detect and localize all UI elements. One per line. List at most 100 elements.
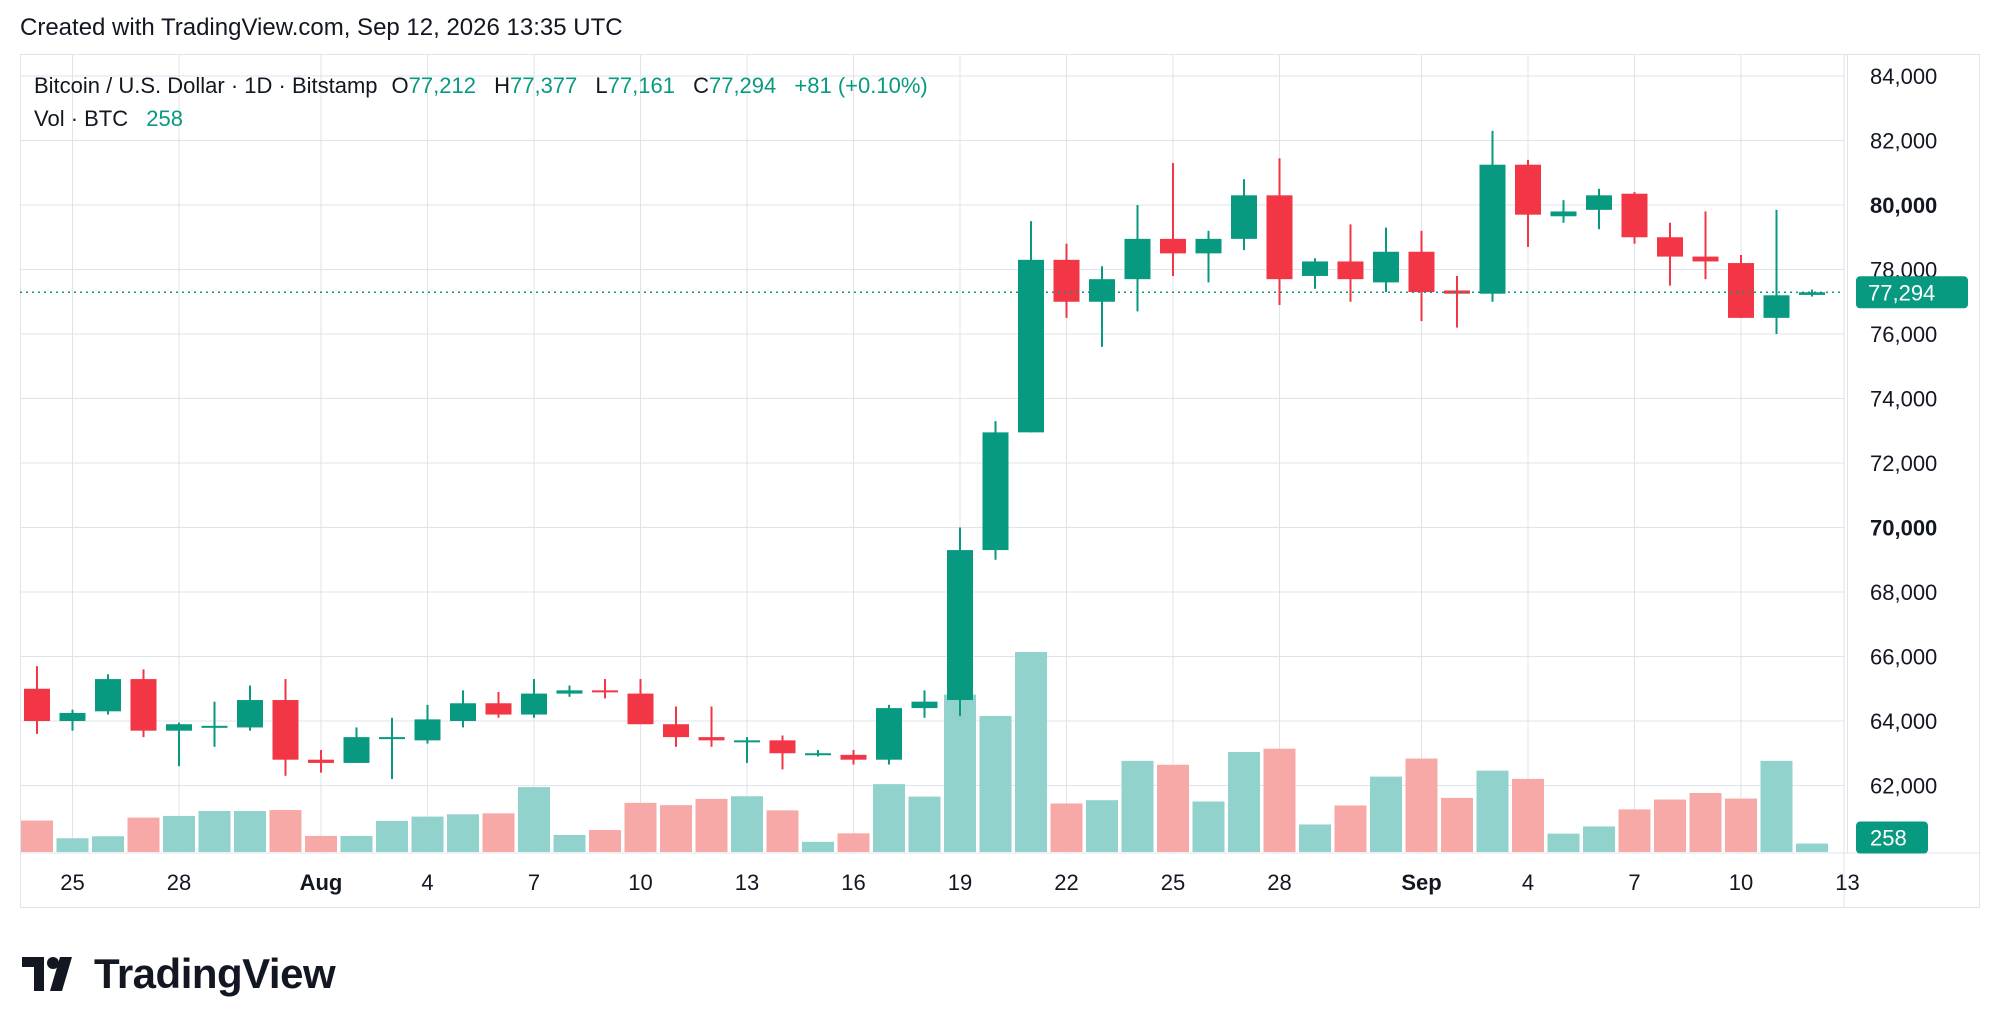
candle[interactable]	[1550, 200, 1577, 223]
candle[interactable]	[1018, 221, 1044, 433]
candle[interactable]	[1160, 163, 1186, 276]
candle[interactable]	[1799, 289, 1825, 297]
volume-bar	[837, 833, 870, 852]
close-value: 77,294	[708, 73, 777, 98]
y-tick-label: 70,000	[1870, 516, 1937, 541]
candle[interactable]	[201, 701, 228, 747]
volume-bar	[1228, 752, 1260, 852]
candle[interactable]	[1124, 205, 1151, 312]
candle[interactable]	[1266, 158, 1293, 305]
last-volume-badge: 258	[1856, 821, 1928, 854]
candle-body	[627, 693, 654, 725]
y-tick-label: 82,000	[1870, 129, 1937, 154]
candle-body	[521, 693, 547, 715]
candle[interactable]	[734, 737, 760, 763]
candle[interactable]	[1444, 275, 1470, 328]
candle[interactable]	[1515, 159, 1541, 247]
candle[interactable]	[1621, 192, 1648, 244]
candle[interactable]	[1408, 230, 1435, 322]
candle[interactable]	[1479, 130, 1506, 302]
volume-bar	[234, 811, 266, 852]
candle[interactable]	[911, 690, 938, 718]
candle-body	[485, 703, 512, 715]
candle[interactable]	[414, 704, 441, 744]
volume-bar	[908, 796, 941, 852]
candle[interactable]	[1586, 188, 1612, 230]
candle[interactable]	[876, 704, 902, 765]
candle-body	[1763, 295, 1790, 318]
volume-bar	[1547, 833, 1580, 852]
tradingview-logo[interactable]: TradingView	[22, 950, 336, 998]
candle[interactable]	[1302, 258, 1328, 289]
volume-bar	[1654, 799, 1686, 852]
y-tick-label: 68,000	[1870, 580, 1937, 605]
candle[interactable]	[1763, 209, 1790, 334]
candle[interactable]	[556, 685, 583, 697]
candle-body	[1018, 259, 1044, 433]
volume-bar	[340, 835, 373, 852]
candle[interactable]	[450, 690, 476, 728]
candle[interactable]	[1231, 179, 1257, 251]
candle[interactable]	[1053, 243, 1080, 318]
candle-body	[1692, 256, 1719, 262]
volume-bar	[1050, 803, 1083, 852]
candle[interactable]	[1373, 227, 1399, 293]
candle-body	[698, 737, 725, 741]
price-axis: 62,000 64,000 66,000 68,000 70,000 72,000 74,0…	[1870, 64, 1937, 799]
candle-body	[769, 740, 796, 754]
candle-body	[592, 690, 618, 693]
volume-label[interactable]: Vol · BTC	[34, 106, 129, 131]
candle[interactable]	[485, 691, 512, 718]
volume-bar	[1796, 843, 1828, 852]
symbol-description[interactable]: Bitcoin / U.S. Dollar · 1D · Bitstamp	[34, 73, 378, 98]
candle-body	[130, 679, 157, 731]
candle[interactable]	[840, 750, 867, 765]
candle-body	[840, 754, 867, 760]
candle-body	[414, 719, 441, 741]
y-tick-label: 62,000	[1870, 774, 1937, 799]
candle[interactable]	[237, 685, 263, 731]
candle-body	[1302, 261, 1328, 276]
candle[interactable]	[59, 709, 86, 731]
last-price-badge-text: 77,294	[1868, 280, 1935, 305]
candle[interactable]	[166, 722, 192, 767]
candle[interactable]	[982, 421, 1009, 560]
x-tick-label: 4	[1522, 870, 1534, 895]
candle-body	[911, 701, 938, 709]
candle[interactable]	[698, 706, 725, 747]
candle-body	[1195, 238, 1222, 254]
candle[interactable]	[379, 717, 405, 780]
candle[interactable]	[24, 666, 50, 734]
volume-bar	[1725, 798, 1757, 852]
candle[interactable]	[1657, 222, 1683, 286]
close-label: C	[693, 73, 709, 98]
candle-body	[1124, 238, 1151, 280]
candle[interactable]	[1089, 266, 1115, 347]
candle[interactable]	[663, 706, 689, 747]
candle-body	[1231, 195, 1257, 239]
candle[interactable]	[521, 679, 547, 718]
candle[interactable]	[1692, 211, 1719, 280]
candle[interactable]	[1195, 230, 1222, 283]
candle-body	[343, 737, 370, 763]
candle[interactable]	[130, 669, 157, 738]
candlestick-chart[interactable]: 62,000 64,000 66,000 68,000 70,000 72,000 74,0…	[20, 54, 1980, 908]
x-tick-label: 10	[628, 870, 652, 895]
candle[interactable]	[805, 750, 831, 757]
candle[interactable]	[95, 674, 121, 715]
candle-body	[1728, 263, 1754, 318]
candle[interactable]	[1337, 224, 1364, 302]
candle[interactable]	[769, 735, 796, 770]
candle[interactable]	[627, 679, 654, 725]
candle[interactable]	[592, 679, 618, 699]
candle-body	[24, 688, 50, 721]
candle[interactable]	[308, 750, 334, 773]
volume-bar	[944, 694, 976, 852]
candle[interactable]	[947, 527, 973, 717]
candle[interactable]	[343, 727, 370, 763]
candle[interactable]	[272, 679, 299, 776]
y-tick-label: 84,000	[1870, 64, 1937, 89]
y-tick-label: 72,000	[1870, 451, 1937, 476]
candle[interactable]	[1728, 254, 1754, 318]
candle-body	[237, 700, 263, 728]
